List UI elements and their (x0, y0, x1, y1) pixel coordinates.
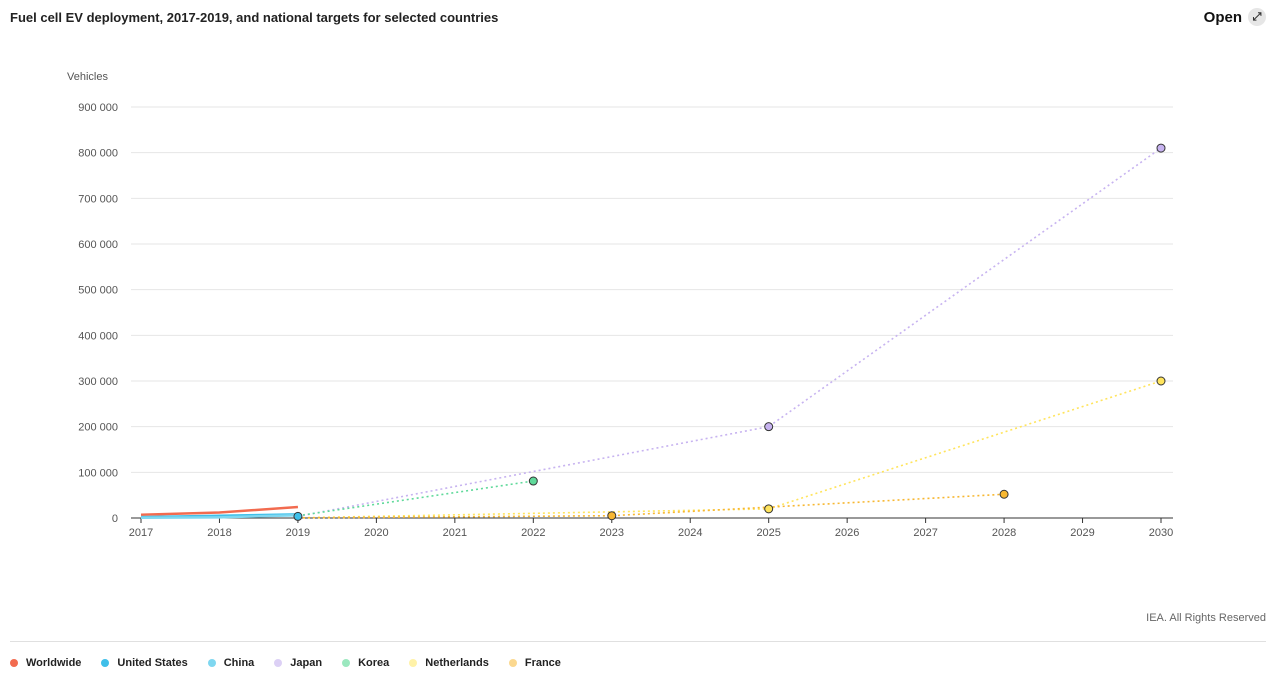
series-line-china (140, 514, 298, 520)
x-tick-label: 2030 (1149, 527, 1173, 539)
legend-label: Netherlands (425, 657, 489, 669)
legend-item-worldwide[interactable]: Worldwide (10, 657, 81, 669)
data-point-netherlands (1156, 376, 1166, 386)
legend-item-france[interactable]: France (508, 657, 561, 669)
legend-dot-icon (409, 659, 418, 667)
legend-item-united-states[interactable]: United States (101, 657, 188, 669)
legend-label: China (223, 657, 255, 669)
chart-title: Fuel cell EV deployment, 2017-2019, and … (10, 10, 499, 25)
series-line-korea (297, 480, 534, 517)
x-tick-label: 2021 (443, 527, 467, 539)
data-point-france (607, 511, 617, 521)
credit-text: IEA. All Rights Reserved (1146, 612, 1266, 624)
legend-label: United States (117, 657, 188, 669)
x-tick-label: 2028 (992, 527, 1016, 539)
legend-dot-icon (342, 659, 351, 667)
legend-label: Worldwide (26, 657, 82, 669)
y-tick-label: 200 000 (78, 422, 118, 434)
x-tick-label: 2019 (286, 527, 310, 539)
y-tick-label: 700 000 (78, 193, 118, 205)
series-line-japan (297, 147, 1162, 518)
series-markers (293, 143, 1166, 521)
series-line-worldwide (140, 505, 299, 517)
line-chart: Vehicles 0 100 000 200 000 300 000 400 000 500… (67, 71, 1173, 539)
data-point-united-states (293, 511, 303, 521)
x-tick-label: 2018 (207, 527, 231, 539)
legend-item-china[interactable]: China (207, 657, 255, 669)
legend-dot-icon (10, 659, 18, 667)
data-point-france (999, 489, 1009, 499)
legend-item-netherlands[interactable]: Netherlands (409, 657, 489, 669)
x-tick-label: 2029 (1070, 527, 1094, 539)
series-lines (140, 147, 1162, 520)
y-tick-label: 900 000 (78, 102, 118, 114)
y-axis-label: Vehicles (67, 71, 108, 83)
axes: Vehicles 0 100 000 200 000 300 000 400 000 500… (67, 71, 1173, 539)
data-point-netherlands (764, 504, 774, 514)
y-tick-label: 400 000 (78, 330, 118, 342)
x-tick-label: 2026 (835, 527, 859, 539)
x-tick-label: 2017 (129, 527, 153, 539)
y-tick-label: 500 000 (78, 285, 118, 297)
legend-dot-icon (508, 659, 517, 667)
data-point-korea (528, 476, 538, 486)
data-point-japan (1156, 143, 1166, 153)
x-tick-label: 2023 (600, 527, 624, 539)
x-tick-label: 2027 (913, 527, 937, 539)
legend-dot-icon (207, 659, 216, 667)
legend-item-korea[interactable]: Korea (342, 657, 389, 669)
open-button[interactable]: Open ⤢ (1204, 8, 1266, 26)
y-tick-label: 0 (112, 513, 118, 525)
x-tick-label: 2024 (678, 527, 702, 539)
legend-dot-icon (274, 659, 283, 667)
x-tick-label: 2025 (756, 527, 780, 539)
x-tick-label: 2020 (364, 527, 388, 539)
y-tick-label: 100 000 (78, 467, 118, 479)
chart-area: Vehicles 0 100 000 200 000 300 000 400 000 500… (0, 40, 1280, 600)
legend-item-japan[interactable]: Japan (274, 657, 322, 669)
legend-label: France (524, 657, 561, 669)
legend-dot-icon (101, 659, 110, 667)
expand-arrow-icon: ⤢ (1248, 8, 1266, 26)
open-label: Open (1203, 8, 1242, 26)
divider (10, 641, 1266, 642)
series-line-france (297, 493, 1005, 519)
chart-legend: Worldwide United States China Japan Korea Net… (10, 657, 561, 669)
legend-label: Japan (290, 657, 323, 669)
grid-lines (131, 106, 1173, 473)
y-tick-label: 300 000 (78, 376, 118, 388)
data-point-japan (764, 422, 774, 432)
x-tick-label: 2022 (521, 527, 545, 539)
y-tick-label: 600 000 (78, 239, 118, 251)
legend-label: Korea (358, 657, 390, 669)
y-tick-label: 800 000 (78, 148, 118, 160)
